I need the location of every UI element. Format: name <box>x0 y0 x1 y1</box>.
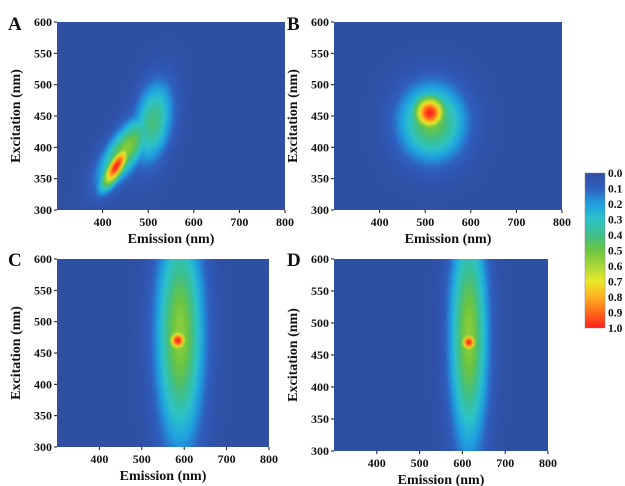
y-tick-label: 550 <box>311 284 329 298</box>
heatmap-a <box>57 22 285 210</box>
y-tick-label: 500 <box>311 78 329 92</box>
x-axis-label: Emission (nm) <box>398 473 485 486</box>
x-tick-label: 500 <box>416 215 434 229</box>
y-tick-label: 400 <box>34 140 52 154</box>
x-tick-label: 600 <box>453 456 471 470</box>
y-tick-label: 400 <box>311 140 329 154</box>
y-tick-label: 600 <box>34 15 52 29</box>
x-tick-label: 700 <box>218 452 236 466</box>
y-tick-label: 500 <box>34 315 52 329</box>
y-tick-label: 450 <box>34 346 52 360</box>
colorbar-tick-label: 0.2 <box>608 199 623 211</box>
y-tick-label: 300 <box>311 203 329 217</box>
x-tick-label: 400 <box>90 452 108 466</box>
x-tick-label: 600 <box>185 215 203 229</box>
y-tick-label: 450 <box>34 109 52 123</box>
colorbar-tick-label: 0.5 <box>608 246 623 258</box>
y-tick-label: 300 <box>34 203 52 217</box>
y-axis-label: Excitation (nm) <box>9 306 24 400</box>
colorbar-tick-label: 0.0 <box>608 168 623 180</box>
y-tick-label: 300 <box>311 444 329 458</box>
panel-b: 400 500 600 700 800 300 350 400 450 500 550 600 Emis… <box>286 14 571 247</box>
y-tick-label: 350 <box>311 412 329 426</box>
y-tick-label: 500 <box>34 78 52 92</box>
x-tick-label: 500 <box>139 215 157 229</box>
colorbar-tick-label: 0.4 <box>608 230 623 242</box>
y-axis-label: Excitation (nm) <box>286 69 301 163</box>
heatmap-c <box>57 259 269 447</box>
y-tick-label: 350 <box>34 409 52 423</box>
x-tick-label: 400 <box>371 215 389 229</box>
x-tick-label: 700 <box>496 456 514 470</box>
x-tick-label: 800 <box>539 456 557 470</box>
y-tick-label: 400 <box>311 380 329 394</box>
colorbar-tick-label: 0.6 <box>608 261 623 273</box>
y-tick-label: 500 <box>311 316 329 330</box>
y-tick-label: 550 <box>34 46 52 60</box>
y-tick-label: 350 <box>311 172 329 186</box>
x-tick-label: 700 <box>507 215 525 229</box>
x-tick-label: 500 <box>133 452 151 466</box>
x-tick-label: 800 <box>276 215 294 229</box>
panel-letter: D <box>287 250 301 271</box>
x-axis-label: Emission (nm) <box>120 469 207 484</box>
y-tick-label: 300 <box>34 440 52 454</box>
x-tick-label: 800 <box>553 215 571 229</box>
panel-d: 400 500 600 700 800 300 350 400 450 500 550 600 Emis… <box>286 250 557 486</box>
y-axis-label: Excitation (nm) <box>9 69 24 163</box>
y-tick-label: 350 <box>34 172 52 186</box>
x-tick-label: 400 <box>368 456 386 470</box>
y-tick-label: 550 <box>311 46 329 60</box>
colorbar-tick-label: 0.7 <box>608 277 623 289</box>
x-tick-label: 500 <box>411 456 429 470</box>
colorbar-tick-label: 1.0 <box>608 323 623 335</box>
panel-c: 400 500 600 700 800 300 350 400 450 500 550 600 Emis… <box>8 250 278 484</box>
colorbar-gradient <box>584 172 606 329</box>
panel-letter: C <box>8 250 22 271</box>
heatmap-d <box>334 259 548 451</box>
y-tick-label: 600 <box>34 252 52 266</box>
y-tick-label: 450 <box>311 348 329 362</box>
colorbar-tick-label: 0.8 <box>608 292 623 304</box>
x-tick-label: 400 <box>94 215 112 229</box>
x-axis-label: Emission (nm) <box>405 232 492 247</box>
colorbar-tick-label: 0.3 <box>608 215 623 227</box>
colorbar: 0.0 0.1 0.2 0.3 0.4 0.5 0.6 0.7 0.8 0.9 1.0 <box>584 168 623 335</box>
y-axis-label: Excitation (nm) <box>286 308 301 402</box>
colorbar-tick-label: 0.1 <box>608 184 623 196</box>
y-tick-label: 400 <box>34 377 52 391</box>
colorbar-tick-label: 0.9 <box>608 308 623 320</box>
x-tick-label: 700 <box>230 215 248 229</box>
y-tick-label: 450 <box>311 109 329 123</box>
x-tick-label: 800 <box>260 452 278 466</box>
x-axis-label: Emission (nm) <box>128 232 215 247</box>
y-tick-label: 550 <box>34 283 52 297</box>
panel-letter: A <box>8 14 22 35</box>
panel-letter: B <box>287 14 300 35</box>
x-tick-label: 600 <box>462 215 480 229</box>
x-tick-label: 600 <box>175 452 193 466</box>
y-tick-label: 600 <box>311 15 329 29</box>
panel-a: 400 500 600 700 800 300 350 400 450 500 550 600 Emis… <box>8 14 294 247</box>
y-tick-label: 600 <box>311 252 329 266</box>
heatmap-b <box>334 22 562 210</box>
